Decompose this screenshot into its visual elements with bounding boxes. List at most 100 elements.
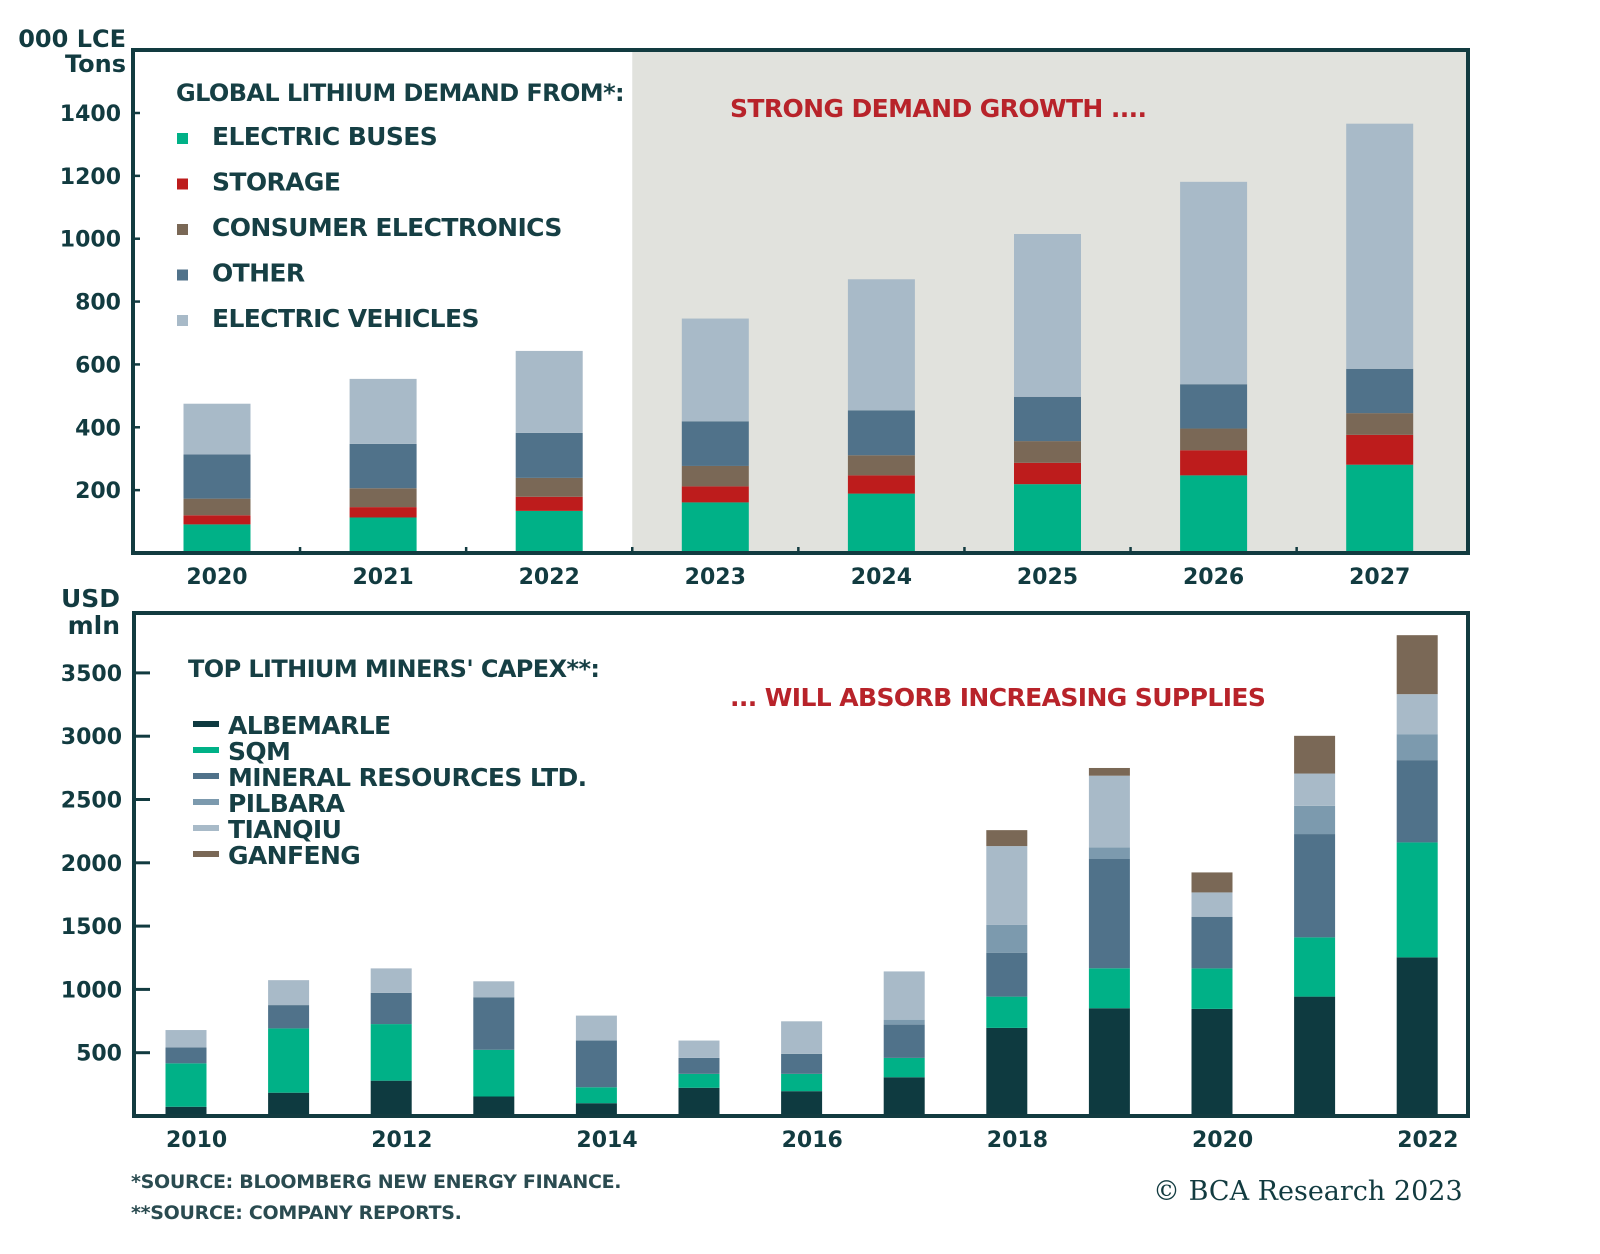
bar-segment-sqm-2014 — [575, 1087, 617, 1104]
bar-segment-other-2021 — [349, 443, 417, 489]
bar-segment-tianqiu-2022 — [1396, 694, 1438, 735]
x-tick-label-2021: 2021 — [352, 565, 413, 590]
bar-segment-sqm-2010 — [165, 1063, 207, 1107]
legend-label-ganfeng: GANFENG — [228, 841, 360, 870]
bottom-bars — [165, 635, 1438, 1116]
bar-segment-tianqiu-2010 — [165, 1030, 207, 1048]
bar-segment-mineral-resources-ltd-2022 — [1396, 760, 1438, 843]
bar-segment-pilbara-2021 — [1294, 805, 1336, 835]
bar-segment-mineral-resources-ltd-2017 — [883, 1024, 925, 1058]
bar-segment-mineral-resources-ltd-2016 — [781, 1053, 823, 1074]
bar-segment-mineral-resources-ltd-2010 — [165, 1047, 207, 1064]
legend-swatch-albemarle — [193, 721, 219, 727]
bar-segment-consumer-electronics-2021 — [349, 488, 417, 508]
bar-segment-tianqiu-2012 — [370, 968, 412, 993]
legend-swatch-tianqiu — [193, 825, 219, 831]
bar-segment-electric-buses-2020 — [183, 524, 251, 553]
bar-segment-electric-buses-2025 — [1014, 484, 1081, 553]
bar-segment-other-2027 — [1346, 368, 1414, 414]
bar-segment-storage-2025 — [1014, 462, 1081, 485]
legend-swatch-consumer-electronics — [177, 224, 188, 235]
footnote-1: *SOURCE: BLOOMBERG NEW ENERGY FINANCE. — [131, 1171, 621, 1193]
bottom-chart: 500 1000 1500 2000 2500 3000 3500 2010 2012 2014… — [61, 584, 1470, 1153]
legend-swatch-ganfeng — [193, 851, 219, 857]
legend-swatch-mineral-resources-ltd — [193, 773, 219, 779]
bar-segment-electric-buses-2023 — [681, 502, 749, 553]
bar-segment-mineral-resources-ltd-2021 — [1294, 834, 1336, 938]
bar-segment-sqm-2013 — [473, 1049, 515, 1097]
y-tick-label-1400: 1400 — [60, 102, 121, 127]
bar-segment-consumer-electronics-2023 — [681, 465, 749, 487]
top-y-axis-title-line1: 000 LCE — [18, 25, 126, 53]
bar-segment-electric-vehicles-2020 — [183, 403, 251, 455]
bar-segment-storage-2027 — [1346, 434, 1414, 465]
bar-segment-albemarle-2014 — [575, 1103, 617, 1116]
bar-segment-tianqiu-2019 — [1088, 775, 1130, 848]
x-tick-label-2012: 2012 — [371, 1128, 432, 1153]
bar-segment-albemarle-2021 — [1294, 996, 1336, 1116]
bar-segment-other-2020 — [183, 454, 251, 499]
bar-segment-consumer-electronics-2026 — [1180, 428, 1248, 451]
bar-segment-sqm-2019 — [1088, 968, 1130, 1009]
bar-segment-sqm-2020 — [1191, 968, 1233, 1009]
x-tick-label-2022: 2022 — [519, 565, 580, 590]
x-tick-label-2014: 2014 — [576, 1128, 637, 1153]
bar-segment-tianqiu-2016 — [781, 1021, 823, 1054]
y-tick-label-500: 500 — [76, 1042, 122, 1067]
legend-label-tianqiu: TIANQIU — [228, 815, 341, 844]
bar-segment-other-2026 — [1180, 384, 1248, 429]
y-tick-label-3000: 3000 — [61, 725, 122, 750]
bar-segment-consumer-electronics-2025 — [1014, 441, 1081, 463]
bar-segment-pilbara-2019 — [1088, 847, 1130, 860]
legend-swatch-electric-vehicles — [177, 315, 188, 326]
bottom-x-axis: 2010 2012 2014 2016 2018 2020 2022 — [166, 1128, 1458, 1153]
x-tick-label-2026: 2026 — [1183, 565, 1244, 590]
y-tick-label-1200: 1200 — [60, 165, 121, 190]
bar-segment-sqm-2015 — [678, 1073, 720, 1088]
legend-swatch-sqm — [193, 747, 219, 753]
copyright: © BCA Research 2023 — [1153, 1176, 1463, 1207]
top-y-axis: 200 400 600 800 1000 1200 1400 — [60, 102, 140, 504]
bar-segment-consumer-electronics-2024 — [847, 455, 915, 476]
top-y-axis-title-line2: Tons — [65, 50, 126, 78]
bar-segment-tianqiu-2021 — [1294, 773, 1336, 806]
bar-segment-storage-2024 — [847, 475, 915, 494]
y-tick-label-1500: 1500 — [61, 915, 122, 940]
bar-segment-ganfeng-2019 — [1088, 767, 1130, 776]
bar-segment-sqm-2021 — [1294, 937, 1336, 997]
x-tick-label-2010: 2010 — [166, 1128, 227, 1153]
bottom-y-axis-title-line2: mln — [68, 611, 120, 640]
x-tick-label-2020: 2020 — [186, 565, 247, 590]
bar-segment-electric-buses-2022 — [515, 510, 583, 553]
legend-swatch-electric-buses — [177, 133, 188, 144]
bottom-legend-title: TOP LITHIUM MINERS' CAPEX**: — [188, 655, 599, 683]
bar-segment-electric-vehicles-2022 — [515, 350, 583, 433]
bar-segment-albemarle-2018 — [986, 1027, 1028, 1116]
legend-label-storage: STORAGE — [212, 168, 340, 197]
legend-label-mineral-resources-ltd: MINERAL RESOURCES LTD. — [228, 763, 587, 792]
top-legend-title: GLOBAL LITHIUM DEMAND FROM*: — [176, 79, 624, 107]
bar-segment-sqm-2011 — [268, 1028, 310, 1093]
bar-segment-tianqiu-2013 — [473, 981, 515, 998]
bar-segment-electric-vehicles-2027 — [1346, 123, 1414, 369]
x-tick-label-2016: 2016 — [782, 1128, 843, 1153]
bar-segment-consumer-electronics-2020 — [183, 498, 251, 516]
bar-segment-albemarle-2011 — [268, 1092, 310, 1116]
x-tick-label-2025: 2025 — [1017, 565, 1078, 590]
bar-segment-electric-vehicles-2026 — [1180, 181, 1248, 385]
bar-segment-mineral-resources-ltd-2011 — [268, 1005, 310, 1029]
bar-segment-mineral-resources-ltd-2014 — [575, 1040, 617, 1088]
x-tick-label-2022: 2022 — [1397, 1128, 1458, 1153]
bar-segment-tianqiu-2011 — [268, 980, 310, 1006]
bar-segment-storage-2020 — [183, 515, 251, 525]
x-tick-label-2024: 2024 — [851, 565, 912, 590]
legend-label-electric-vehicles: ELECTRIC VEHICLES — [212, 304, 479, 333]
bottom-annotation: ... WILL ABSORB INCREASING SUPPLIES — [730, 683, 1265, 712]
bar-segment-storage-2021 — [349, 507, 417, 518]
bar-segment-electric-vehicles-2023 — [681, 318, 749, 422]
bar-segment-ganfeng-2018 — [986, 830, 1028, 847]
bar-segment-mineral-resources-ltd-2012 — [370, 992, 412, 1025]
bar-segment-storage-2026 — [1180, 450, 1248, 476]
bottom-y-axis-title-line1: USD — [61, 584, 120, 613]
